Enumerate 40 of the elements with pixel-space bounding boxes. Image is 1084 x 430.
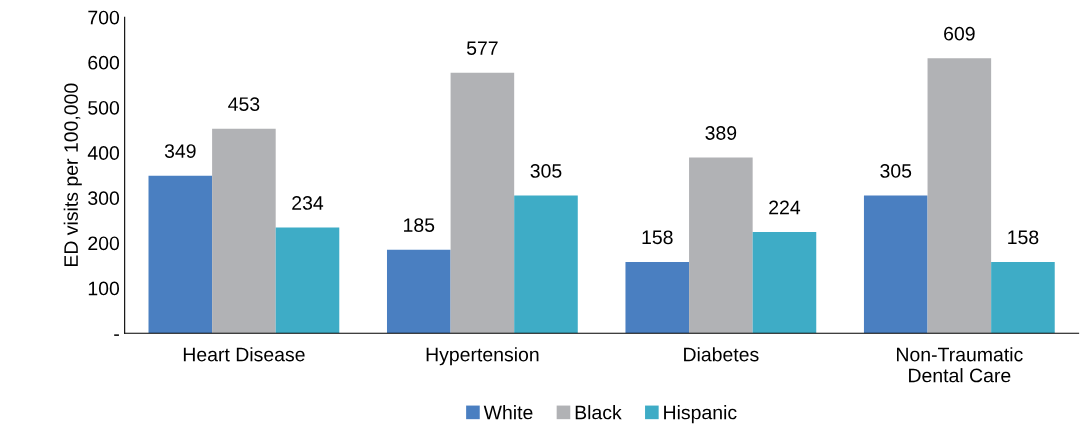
bar — [514, 195, 578, 334]
legend-label: Black — [575, 405, 622, 420]
bar — [927, 58, 992, 334]
bar — [212, 128, 276, 334]
y-tick-label: 500 — [88, 100, 120, 115]
data-label: 453 — [228, 97, 260, 111]
y-tick-label: 300 — [88, 191, 120, 206]
bar — [386, 249, 451, 334]
bar — [450, 72, 515, 334]
data-label: 234 — [292, 196, 324, 210]
y-tick-label: 700 — [88, 10, 120, 25]
data-label: 609 — [944, 26, 975, 41]
data-label: 389 — [705, 126, 737, 140]
data-label: 577 — [466, 41, 498, 55]
y-tick-label: 600 — [88, 55, 120, 70]
y-axis-title: ED visits per 100,000 — [63, 83, 82, 267]
y-tick-label: - — [114, 334, 119, 336]
legend-label: White — [483, 405, 533, 420]
bar — [752, 232, 817, 334]
y-tick-label: 100 — [88, 281, 120, 296]
y-tick-label: 400 — [87, 146, 120, 160]
data-label: 349 — [164, 144, 196, 158]
data-label: 158 — [642, 230, 673, 245]
x-tick-label: Non-Traumatic Dental Care — [897, 347, 1023, 383]
x-tick-label: Diabetes — [684, 347, 759, 362]
legend-label: Hispanic — [664, 405, 737, 424]
bar — [148, 175, 213, 334]
data-label: 185 — [404, 218, 435, 232]
data-label: 305 — [530, 164, 562, 178]
data-label: 158 — [1008, 230, 1039, 245]
data-label: 305 — [880, 164, 912, 178]
bar — [275, 227, 340, 334]
x-tick-label: Heart Disease — [183, 347, 305, 362]
bar — [625, 261, 690, 334]
x-tick-label: Hypertension — [426, 347, 539, 366]
data-label: 224 — [769, 200, 801, 215]
y-tick-label: 200 — [88, 236, 120, 251]
bar — [689, 157, 753, 334]
bar — [991, 261, 1055, 334]
bar — [863, 195, 928, 334]
